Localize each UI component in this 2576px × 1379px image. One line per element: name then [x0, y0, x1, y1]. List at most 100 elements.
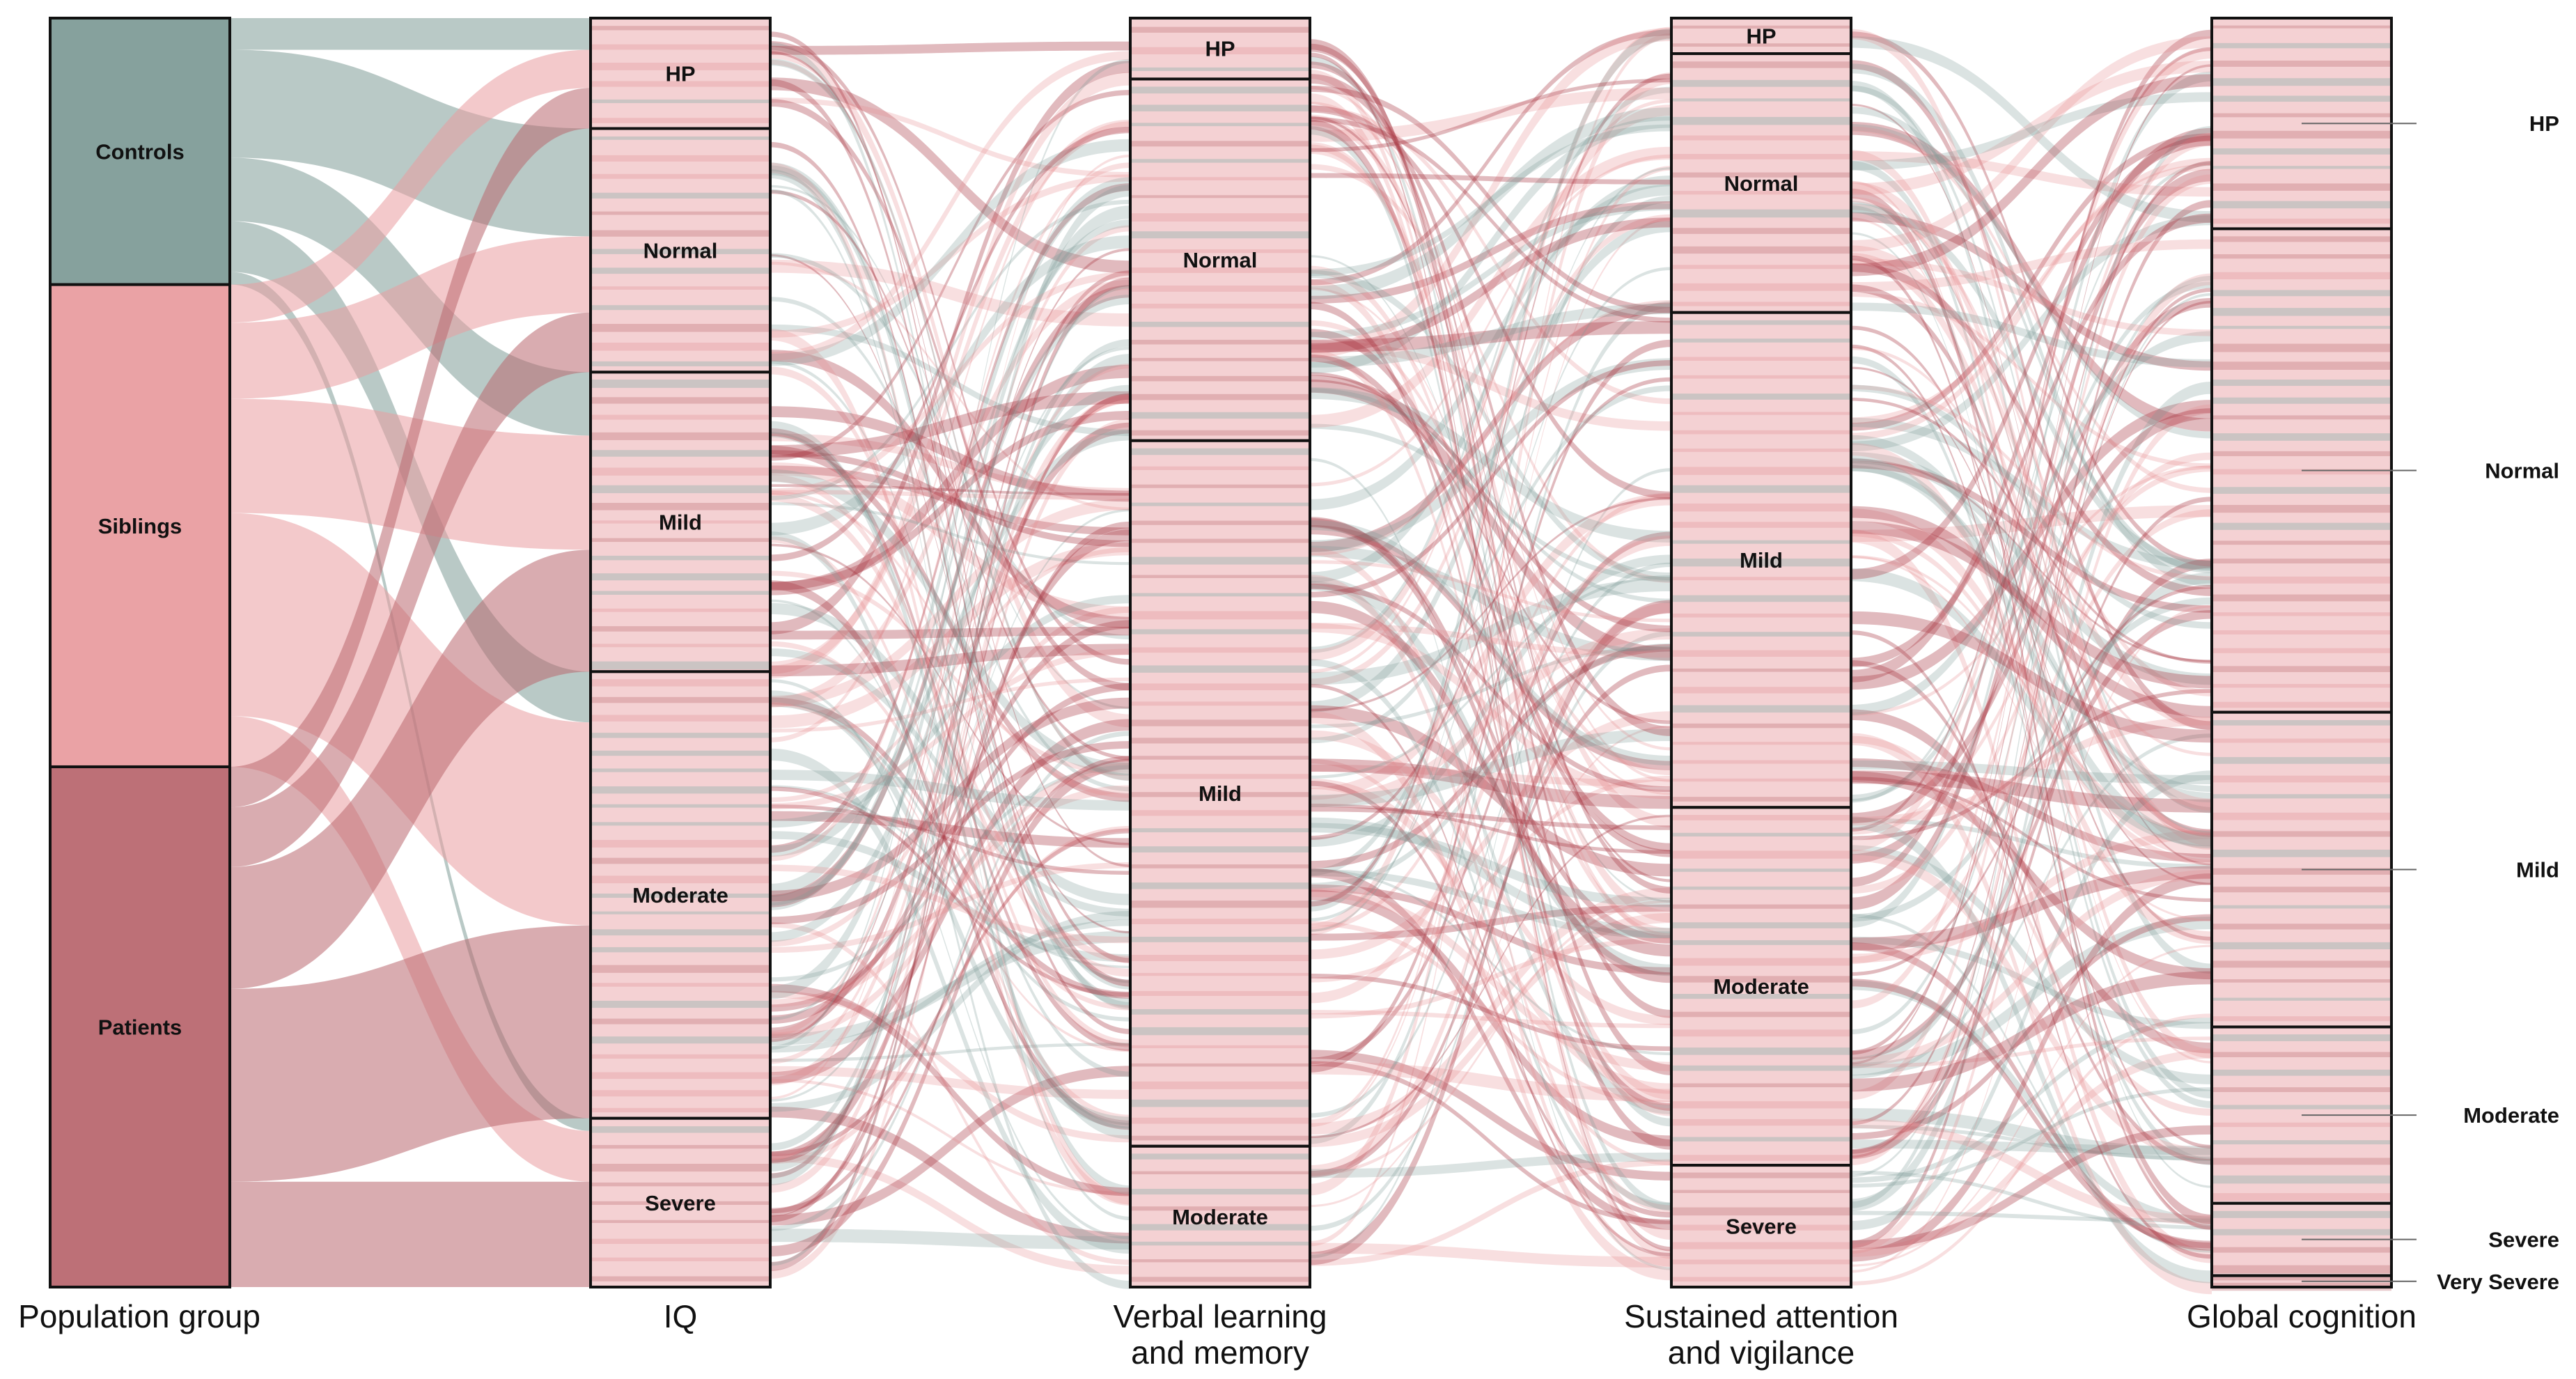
strand-iq-vlm-91 — [770, 277, 1130, 1271]
strand-sav-gc-58 — [1851, 276, 2212, 1035]
stratum-band — [591, 894, 770, 898]
stratum-band — [2212, 942, 2391, 949]
stratum-band — [591, 1000, 770, 1008]
strand-iq-vlm-96 — [770, 697, 1130, 902]
strand-vlm-sav-24 — [1310, 602, 1671, 1176]
strand-sav-gc-65 — [1851, 200, 2212, 1249]
stratum-band — [2212, 469, 2391, 475]
stratum-band — [1671, 832, 1851, 837]
stratum-band — [2212, 775, 2391, 783]
stratum-band — [1671, 668, 1851, 672]
strand-vlm-sav-7 — [1310, 493, 1671, 932]
strand-vlm-sav-2 — [1310, 105, 1671, 405]
strand-vlm-sav-64 — [1310, 288, 1671, 795]
strand-vlm-sav-107 — [1310, 61, 1671, 894]
strand-vlm-sav-106 — [1310, 116, 1671, 323]
axis-label-vlm-line-1: Verbal learning — [1114, 1298, 1327, 1334]
strand-vlm-sav-29 — [1310, 912, 1671, 1148]
strand-iq-vlm-109 — [770, 983, 1130, 1197]
strand-iq-vlm-126 — [770, 384, 1130, 942]
strand-iq-vlm-59 — [770, 626, 1130, 640]
stratum-band — [2212, 1122, 2391, 1128]
strand-sav-gc-19 — [1851, 458, 2212, 662]
stratum-band — [1671, 1029, 1851, 1037]
strand-iq-vlm-20 — [770, 419, 1130, 1279]
stratum-band — [1671, 868, 1851, 872]
stratum-band — [2212, 325, 2391, 329]
stratum-band — [2212, 979, 2391, 983]
strand-sav-gc-8 — [1851, 1018, 2212, 1183]
strand-iq-vlm-84 — [770, 490, 1130, 798]
strand-sav-gc-144 — [1851, 458, 2212, 849]
strand-iq-vlm-77 — [770, 620, 1130, 1024]
stratum-band — [2212, 1052, 2391, 1057]
strand-vlm-sav-131 — [1310, 99, 1671, 673]
strand-sav-gc-31 — [1851, 873, 2212, 1262]
stratum-band — [591, 1036, 770, 1044]
strand-vlm-sav-110 — [1310, 623, 1671, 800]
stratum-band — [2212, 201, 2391, 209]
stratum-band — [1671, 613, 1851, 618]
stratum-band — [2212, 666, 2391, 673]
strand-sav-gc-53 — [1851, 60, 2212, 731]
strand-vlm-sav-80 — [1310, 86, 1671, 783]
strand-sav-gc-93 — [1851, 465, 2212, 793]
stratum-label-vlm-normal: Normal — [1183, 248, 1258, 272]
stratum-iq-moderate — [591, 671, 770, 1119]
strand-vlm-sav-1 — [1310, 196, 1671, 876]
strand-vlm-sav-55 — [1310, 154, 1671, 487]
stratum-band — [2212, 415, 2391, 420]
stratum-sav-severe — [1671, 1165, 1851, 1287]
strand-sav-gc-126 — [1851, 284, 2212, 837]
stratum-band — [591, 211, 770, 215]
stratum-band — [2212, 905, 2391, 909]
stratum-band — [2212, 849, 2391, 857]
strand-vlm-sav-101 — [1310, 29, 1671, 912]
stratum-band — [591, 44, 770, 50]
strand-sav-gc-113 — [1851, 404, 2212, 1254]
stratum-band — [591, 679, 770, 687]
strand-sav-gc-75 — [1851, 1050, 2212, 1257]
strand-iq-vlm-93 — [770, 346, 1130, 1021]
stratum-band — [2212, 451, 2391, 456]
strand-vlm-sav-53 — [1310, 868, 1671, 1056]
strand-iq-vlm-103 — [770, 199, 1130, 501]
stratum-band — [591, 1090, 770, 1097]
stratum-band — [1130, 195, 1310, 198]
stratum-band — [1130, 538, 1310, 543]
strand-iq-vlm-28 — [770, 543, 1130, 846]
strand-vlm-sav-115 — [1310, 303, 1671, 368]
stratum-label-iq-mild: Mild — [659, 510, 702, 534]
stratum-band — [591, 1018, 770, 1024]
stratum-band — [591, 626, 770, 632]
strand-iq-vlm-17 — [770, 270, 1130, 1178]
stratum-band — [1671, 154, 1851, 159]
stratum-band — [2212, 433, 2391, 441]
strand-iq-vlm-128 — [770, 189, 1130, 1221]
stratum-band — [2212, 868, 2391, 875]
stratum-label-pop-siblings: Siblings — [98, 514, 182, 538]
strand-iq-vlm-122 — [770, 391, 1130, 458]
stratum-band — [591, 249, 770, 254]
strand-sav-gc-132 — [1851, 47, 2212, 852]
strand-iq-vlm-113 — [770, 531, 1130, 1289]
strand-vlm-sav-5 — [1310, 72, 1671, 1196]
strand-iq-vlm-10 — [770, 119, 1130, 674]
strand-iq-vlm-44 — [770, 324, 1130, 437]
strand-vlm-sav-0 — [1310, 725, 1671, 1208]
strand-sav-gc-78 — [1851, 845, 2212, 1084]
strand-sav-gc-117 — [1851, 164, 2212, 424]
strand-sav-gc-64 — [1851, 506, 2212, 718]
strand-vlm-sav-79 — [1310, 576, 1671, 976]
stratum-band — [591, 538, 770, 543]
stratum-iq-normal — [591, 128, 770, 373]
strand-iq-vlm-35 — [770, 422, 1130, 1039]
strand-iq-vlm-31 — [770, 394, 1130, 1086]
strand-vlm-sav-61 — [1310, 868, 1671, 1230]
strand-iq-vlm-38 — [770, 285, 1130, 907]
strand-iq-vlm-129 — [770, 41, 1130, 55]
stratum-band — [591, 555, 770, 561]
strand-iq-vlm-50 — [770, 702, 1130, 1022]
strand-vlm-sav-125 — [1310, 375, 1671, 632]
flow-siblings-to-iq-normal — [230, 236, 591, 399]
